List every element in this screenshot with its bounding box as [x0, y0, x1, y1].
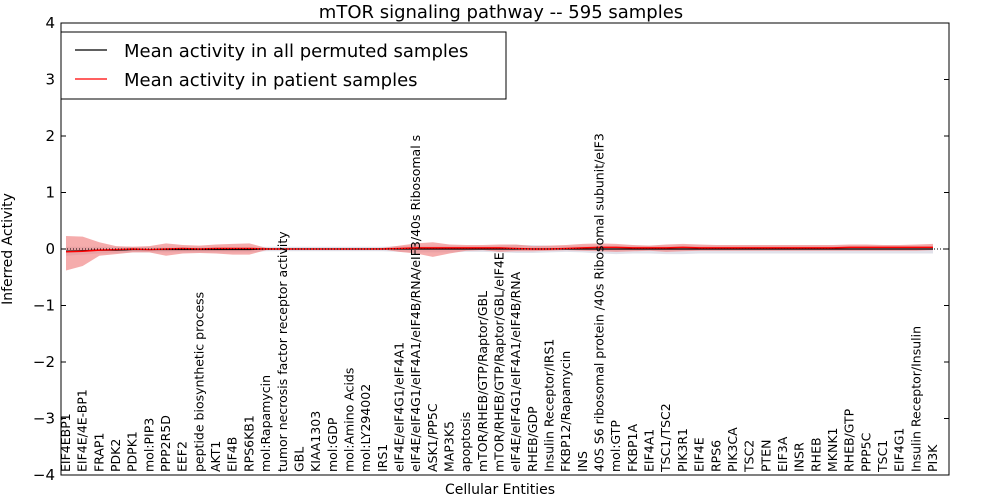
legend-label-patient: Mean activity in patient samples [124, 70, 418, 91]
x-category-label: mTOR/RHEB/GTP/Raptor/GBL [475, 291, 490, 472]
x-category-label: IRS1 [375, 444, 390, 472]
x-category-label: GBL [291, 447, 306, 472]
x-category-label: eIF4E/eIF4G1/eIF4A1 [391, 342, 406, 472]
x-category-label: PPP5C [858, 432, 873, 472]
y-tick-label: −4 [33, 466, 55, 484]
legend: Mean activity in all permuted samples Me… [60, 31, 507, 100]
x-category-label: TSC1 [875, 440, 890, 473]
x-category-label: TSC1/TSC2 [658, 403, 673, 473]
y-tick-label: 1 [45, 184, 55, 202]
x-category-label: mol:LY294002 [358, 384, 373, 472]
x-category-label: EIF4B [225, 437, 240, 472]
x-category-label: mol:GTP [608, 420, 623, 472]
x-category-label: RHEB [808, 437, 823, 472]
x-category-label: RHEB/GTP [842, 408, 857, 472]
legend-label-permuted: Mean activity in all permuted samples [124, 41, 468, 62]
x-category-label: ASK1/PP5C [425, 403, 440, 472]
x-category-label: AKT1 [208, 441, 223, 472]
y-tick-label: −2 [33, 353, 55, 371]
y-axis-label: Inferred Activity [0, 193, 16, 305]
x-category-label: FKBP12/Rapamycin [558, 351, 573, 472]
patient-range-band [66, 236, 933, 271]
x-category-label: EIF4A1 [642, 429, 657, 472]
x-category-label: mol:Amino Acids [341, 368, 356, 472]
x-category-label: eIF4E/eIF4G1/eIF4A1/eIF4B/RNA [508, 271, 523, 472]
x-category-label: INSR [792, 442, 807, 472]
x-category-label: peptide biosynthetic process [191, 292, 206, 472]
x-category-label: mol:Rapamycin [258, 375, 273, 472]
x-category-label: TSC2 [742, 440, 757, 473]
x-category-label: mTOR/RHEB/GTP/Raptor/GBL/eIF4E [492, 252, 507, 472]
x-category-label: MKNK1 [825, 428, 840, 472]
x-category-label: mol:PIP3 [141, 418, 156, 472]
x-category-label: EEF2 [175, 441, 190, 472]
x-category-label: PTEN [758, 440, 773, 472]
x-category-label: PIK3R1 [675, 428, 690, 472]
x-category-label: PIK3CA [725, 427, 740, 472]
x-axis-label: Cellular Entities [445, 482, 555, 498]
x-category-label: mol:GDP [325, 417, 340, 472]
x-category-label: apoptosis [458, 412, 473, 472]
x-category-label: KIAA1303 [308, 411, 323, 472]
x-category-label: FRAP1 [91, 433, 106, 472]
x-category-label: EIF4E/4E-BP1 [75, 389, 90, 472]
patient-mean-line [65, 246, 933, 253]
x-category-label: INS [575, 451, 590, 472]
legend-box [60, 31, 507, 100]
y-tick-label: 0 [45, 240, 55, 258]
x-category-label: PDK2 [108, 439, 123, 472]
x-category-label: RPS6KB1 [241, 415, 256, 472]
x-category-label: PPP2R5D [158, 415, 173, 472]
x-category-label: EIF4E [692, 437, 707, 472]
x-category-label: PI3K [925, 444, 940, 472]
x-category-label: EIF3A [775, 436, 790, 472]
x-category-label: FKBP1A [625, 424, 640, 472]
y-tick-label: 3 [45, 71, 55, 89]
x-category-label: RPS6 [708, 440, 723, 472]
x-category-label: tumor necrosis factor receptor activity [275, 231, 290, 472]
x-category-label: MAP3K5 [441, 421, 456, 472]
x-category-label: PDPK1 [125, 431, 140, 472]
y-tick-label: 4 [45, 14, 55, 32]
y-tick-label: 2 [45, 127, 55, 145]
x-category-label: Insulin Receptor/IRS1 [542, 339, 557, 472]
x-category-label: Insulin Receptor/Insulin [908, 326, 923, 472]
x-category-label: EIF4EBP1 [58, 413, 73, 472]
x-category-label: RHEB/GDP [525, 406, 540, 472]
x-category-label: EIF4G1 [892, 428, 907, 472]
y-tick-label: −1 [33, 297, 55, 315]
x-category-label: eIF4E/eIF4G1/eIF4A1/eIF4B/RNA/eIF3/40s R… [408, 135, 423, 472]
x-category-label: 40S S6 ribosomal protein /40s Ribosomal … [592, 133, 607, 472]
chart-title: mTOR signaling pathway -- 595 samples [319, 2, 683, 23]
y-tick-label: −3 [33, 410, 55, 428]
